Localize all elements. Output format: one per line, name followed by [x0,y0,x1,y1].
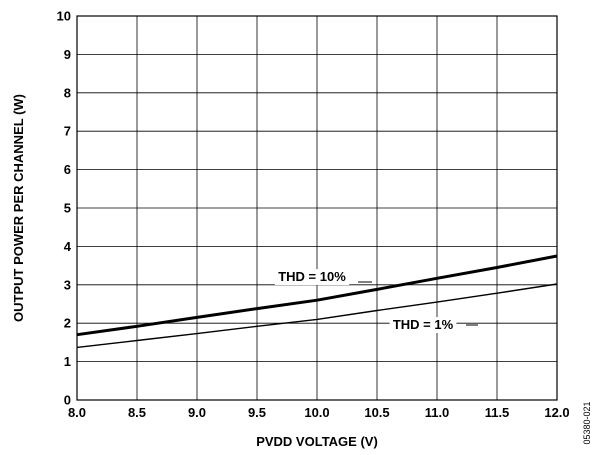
y-tick-label: 5 [64,201,71,216]
annotation-background [274,269,350,285]
y-axis-title: OUTPUT POWER PER CHANNEL (W) [11,94,26,322]
x-axis-title: PVDD VOLTAGE (V) [256,434,378,449]
figure-id: 05380-021 [582,401,592,444]
y-tick-label: 2 [64,316,71,331]
y-tick-label: 3 [64,277,71,292]
annotation-label: THD = 1% [393,317,454,332]
y-tick-label: 6 [64,162,71,177]
annotation-label: THD = 10% [278,269,346,284]
annotation-labels: THD = 10% THD = 1% [274,269,478,333]
annotation-background [389,317,457,333]
x-tick-label: 10.0 [304,405,329,420]
y-tick-label: 0 [64,393,71,408]
y-tick-label: 10 [57,9,71,24]
x-tick-label: 10.5 [364,405,389,420]
x-tick-label: 8.5 [128,405,146,420]
series-line [76,254,558,337]
x-tick-label: 11.5 [485,405,510,420]
y-tick-labels: 0 1 2 3 4 5 6 7 8 9 10 [57,9,72,408]
x-tick-labels: 8.0 8.5 9.0 9.5 10.0 10.5 11.0 11.5 12.0 [68,405,570,420]
grid [76,15,558,401]
series-line [76,283,558,349]
series-lines [76,254,558,349]
y-tick-label: 9 [64,47,71,62]
x-tick-label: 9.0 [188,405,206,420]
x-tick-label: 9.5 [248,405,266,420]
y-tick-label: 1 [64,354,71,369]
y-tick-label: 4 [64,239,72,254]
plot-frame [76,15,558,401]
y-tick-label: 8 [64,85,71,100]
x-tick-label: 8.0 [68,405,86,420]
x-tick-label: 12.0 [544,405,569,420]
y-tick-label: 7 [64,124,71,139]
x-tick-label: 11.0 [425,405,450,420]
